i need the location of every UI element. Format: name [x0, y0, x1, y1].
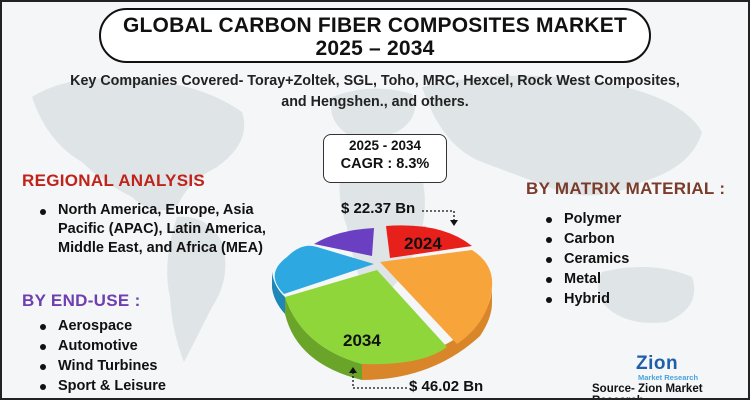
list-item: Metal [542, 269, 629, 289]
logo-main-text: Zion [636, 353, 679, 374]
matrix-material-heading: BY MATRIX MATERIAL : [526, 179, 726, 198]
pie-slice-red [386, 225, 472, 258]
end-use-heading: BY END-USE : [22, 291, 141, 310]
page-title-years: 2025 – 2034 [315, 37, 435, 60]
zion-logo: Zion Market Research [636, 354, 698, 382]
market-value-2024: $ 22.37 Bn [341, 200, 416, 217]
pie-slice-orange [380, 250, 493, 344]
arrow-up-icon [349, 367, 357, 373]
end-use-list: Aerospace Automotive Wind Turbines Sport… [36, 316, 166, 396]
matrix-material-list: Polymer Carbon Ceramics Metal Hybrid [542, 209, 629, 309]
list-item: North America, Europe, Asia Pacific (APA… [36, 201, 296, 258]
market-value-2034: $ 46.02 Bn [409, 378, 484, 395]
key-companies-line2: and Hengshen., and others. [281, 94, 469, 110]
list-item: Sport & Leisure [36, 376, 166, 396]
pie-slice-green [285, 270, 447, 365]
key-companies-line1: Key Companies Covered- Toray+Zoltek, SGL… [70, 73, 680, 89]
arrow-down-icon [450, 220, 458, 226]
cagr-value: CAGR : 8.3% [340, 156, 430, 172]
key-companies: Key Companies Covered- Toray+Zoltek, SGL… [22, 71, 728, 113]
pie-depth [272, 272, 492, 380]
page-title: GLOBAL CARBON FIBER COMPOSITES MARKET [122, 14, 628, 37]
logo-sub-text: Market Research [638, 373, 699, 382]
list-item: Aerospace [36, 316, 166, 336]
list-item: Ceramics [542, 249, 629, 269]
pie-label-2034: 2034 [343, 331, 381, 350]
list-item: Wind Turbines [36, 356, 166, 376]
pie-label-2024: 2024 [404, 234, 442, 253]
forecast-period: 2025 - 2034 [348, 138, 422, 153]
list-item: Polymer [542, 209, 629, 229]
source-note: Source- Zion Market Research [592, 383, 703, 398]
list-item: Carbon [542, 229, 629, 249]
regional-list: North America, Europe, Asia Pacific (APA… [36, 201, 296, 258]
list-item: Hybrid [542, 289, 629, 309]
pie-slice-blue [274, 245, 374, 294]
regional-analysis-heading: REGIONAL ANALYSIS [22, 171, 206, 190]
title-banner: GLOBAL CARBON FIBER COMPOSITES MARKET 20… [99, 8, 651, 63]
pie-slice-purple [314, 228, 374, 256]
list-item: Automotive [36, 336, 166, 356]
cagr-box: 2025 - 2034 CAGR : 8.3% [323, 134, 447, 183]
